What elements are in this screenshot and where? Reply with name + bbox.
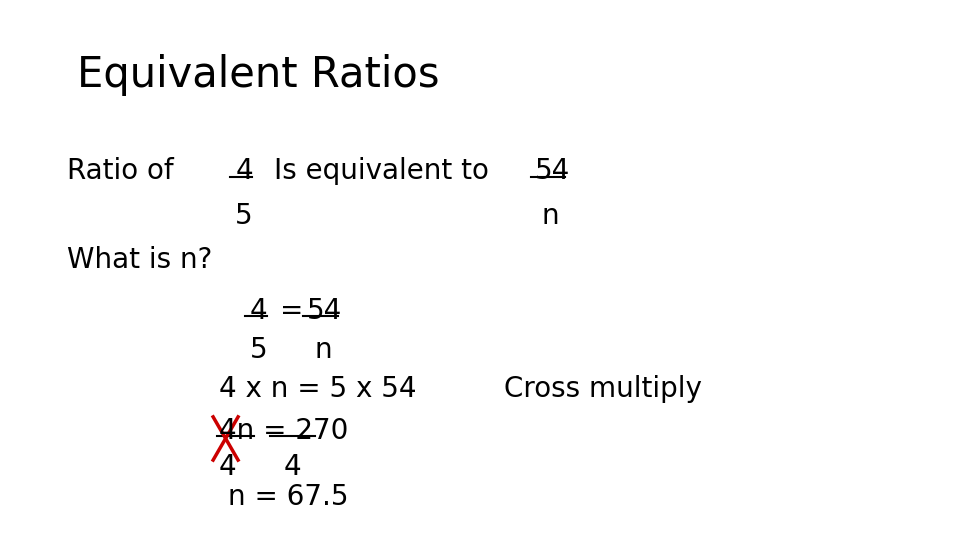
Text: Equivalent Ratios: Equivalent Ratios — [77, 54, 440, 96]
Text: 54: 54 — [307, 297, 343, 325]
Text: 4: 4 — [219, 453, 236, 481]
Text: Ratio of: Ratio of — [67, 157, 174, 185]
Text: n = 67.5: n = 67.5 — [228, 483, 348, 511]
Text: Cross multiply: Cross multiply — [504, 375, 702, 403]
Text: 4: 4 — [283, 453, 300, 481]
Text: =: = — [280, 297, 303, 325]
Text: 4 x n = 5 x 54: 4 x n = 5 x 54 — [219, 375, 417, 403]
Text: 4: 4 — [250, 297, 267, 325]
Text: 54: 54 — [535, 157, 570, 185]
Text: 4n = 270: 4n = 270 — [219, 417, 348, 445]
Text: n: n — [541, 202, 559, 231]
Text: 4: 4 — [235, 157, 252, 185]
Text: 5: 5 — [235, 202, 252, 231]
Text: Is equivalent to: Is equivalent to — [274, 157, 489, 185]
Text: What is n?: What is n? — [67, 246, 212, 274]
Text: 5: 5 — [250, 336, 267, 364]
Text: n: n — [315, 336, 332, 364]
